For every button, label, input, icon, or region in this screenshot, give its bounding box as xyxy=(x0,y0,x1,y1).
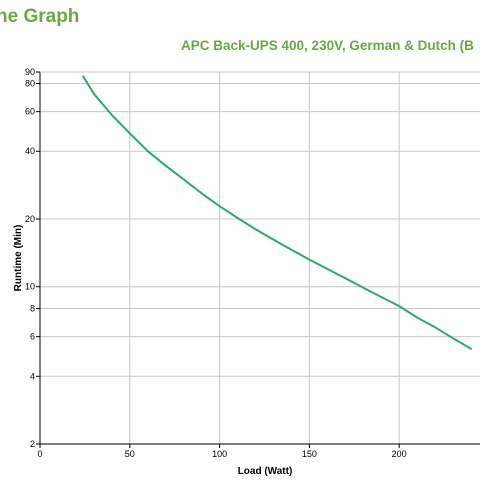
data-point xyxy=(254,228,257,230)
y-tick-label: 4 xyxy=(30,371,35,381)
x-tick-label: 100 xyxy=(212,449,227,459)
chart-subtitle: APC Back-UPS 400, 230V, German & Dutch (… xyxy=(181,38,474,53)
data-point xyxy=(111,114,113,116)
data-point xyxy=(237,217,239,219)
data-point xyxy=(362,287,364,289)
x-axis-label: Load (Watt) xyxy=(238,466,293,477)
data-point xyxy=(416,316,418,319)
runtime-curve xyxy=(82,75,472,350)
data-point xyxy=(93,93,95,95)
series-layer xyxy=(82,75,472,350)
data-point xyxy=(452,337,454,339)
axes xyxy=(39,71,480,445)
data-point xyxy=(326,268,328,270)
data-point xyxy=(308,259,310,261)
data-point xyxy=(201,192,203,194)
data-point xyxy=(434,326,436,328)
y-tick-label: 80 xyxy=(25,79,35,89)
data-point xyxy=(344,277,346,279)
page-title: ne Graph xyxy=(0,6,80,27)
data-point xyxy=(165,165,167,167)
x-tick-label: 150 xyxy=(302,449,317,459)
x-axis-ticks: 0 50 100 150 200 xyxy=(37,444,407,459)
grid xyxy=(40,72,480,444)
y-axis-ticks: 2 4 6 8 10 20 40 60 80 90 xyxy=(25,67,40,449)
data-point xyxy=(147,150,149,152)
data-point xyxy=(290,249,292,251)
y-tick-label: 8 xyxy=(30,304,35,314)
data-point xyxy=(380,296,382,298)
data-point xyxy=(398,305,400,307)
y-tick-label: 40 xyxy=(25,146,35,156)
y-tick-label: 90 xyxy=(25,67,35,77)
y-tick-label: 6 xyxy=(30,332,35,342)
x-tick-label: 200 xyxy=(392,449,407,459)
data-point xyxy=(470,348,472,350)
data-point xyxy=(82,75,84,77)
data-point xyxy=(129,132,131,134)
y-tick-label: 10 xyxy=(25,282,35,292)
data-point xyxy=(183,178,185,180)
y-tick-label: 20 xyxy=(25,214,35,224)
data-point xyxy=(219,205,221,207)
data-point xyxy=(272,239,275,241)
y-axis-label: Runtime (Min) xyxy=(13,225,24,292)
y-tick-label: 60 xyxy=(25,107,35,117)
y-tick-label: 2 xyxy=(30,439,35,449)
x-tick-label: 0 xyxy=(37,449,42,459)
x-tick-label: 50 xyxy=(125,449,135,459)
